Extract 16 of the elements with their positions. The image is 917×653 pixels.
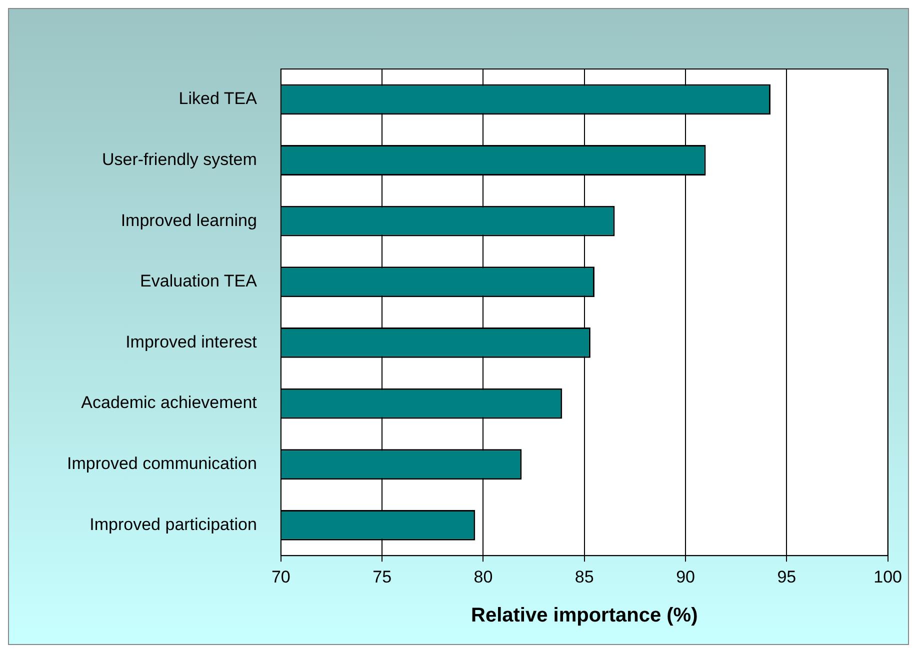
y-tick-label: Liked TEA [178, 89, 258, 108]
x-tick-label: 85 [574, 567, 594, 586]
y-tick-label: Improved learning [120, 210, 257, 230]
y-tick-label: Improved participation [90, 514, 257, 534]
y-tick-label: User-friendly system [102, 150, 257, 169]
x-tick-label: 70 [271, 567, 290, 586]
x-axis-title: Relative importance (%) [471, 604, 698, 627]
x-tick-label: 100 [874, 567, 902, 586]
y-tick-label: Academic achievement [81, 393, 258, 412]
x-tick-label: 80 [474, 567, 493, 586]
x-tick-label: 95 [777, 567, 796, 586]
x-tick-label: 75 [372, 567, 392, 586]
y-tick-label: Evaluation TEA [140, 272, 258, 291]
y-tick-label: Improved interest [126, 332, 258, 352]
y-tick-label: Improved communication [66, 454, 257, 474]
x-tick-label: 90 [676, 567, 695, 586]
